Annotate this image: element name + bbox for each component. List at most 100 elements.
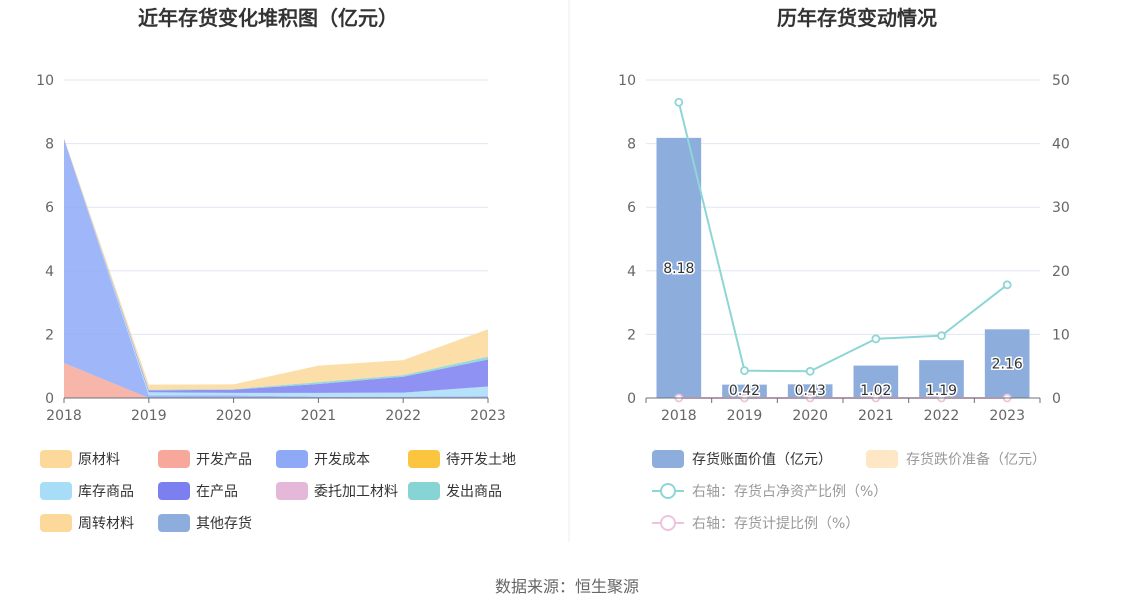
legend-item-series-3[interactable]: 待开发土地 — [408, 450, 516, 468]
legend-label: 周转材料 — [78, 516, 134, 532]
y-right-tick-label: 30 — [1052, 200, 1070, 216]
legend-item-series-7[interactable]: 发出商品 — [408, 482, 502, 500]
legend-swatch — [276, 450, 308, 468]
line-series-2 — [677, 102, 1008, 373]
y-tick-label: 10 — [36, 73, 54, 89]
y-tick-label: 0 — [45, 391, 54, 407]
stacked-area-chart-title: 近年存货变化堆积图（亿元） — [138, 6, 398, 30]
legend-swatch — [276, 482, 308, 500]
legend-label: 原材料 — [78, 452, 120, 468]
legend-label: 在产品 — [196, 484, 238, 500]
y-left-tick-label: 2 — [627, 327, 636, 343]
x-tick-label: 2018 — [46, 408, 82, 424]
legend-swatch — [40, 450, 72, 468]
bar-2021 — [853, 365, 899, 398]
legend-item-series-0[interactable]: 存货账面价值（亿元） — [652, 450, 832, 468]
line-point-series-2 — [937, 331, 946, 341]
x-tick-label: 2020 — [792, 408, 828, 424]
x-tick-label: 2023 — [470, 408, 506, 424]
bar-2019 — [722, 384, 767, 398]
x-tick-label: 2022 — [385, 408, 421, 424]
right-axes: 2018 2019 2020 2021 2022 2023 — [645, 397, 1041, 424]
legend-item-series-6[interactable]: 委托加工材料 — [276, 482, 398, 500]
bar-2018 — [656, 137, 702, 398]
right-grid: 0 2 4 6 8 10 0 10 20 30 40 50 — [618, 73, 1070, 407]
legend-swatch — [158, 514, 190, 532]
bar-value-label: 8.18 — [663, 261, 694, 277]
bar-labels: 8.18 0.42 0.43 1.02 1.19 2.16 — [662, 259, 1025, 400]
x-tick-label: 2019 — [131, 408, 167, 424]
legend-item-series-2[interactable]: 右轴：存货占净资产比例（%） — [652, 483, 887, 500]
bar-value-label: 1.02 — [860, 383, 891, 399]
legend-swatch — [40, 482, 72, 500]
legend-label: 发出商品 — [446, 484, 502, 500]
y-tick-label: 4 — [45, 264, 54, 280]
y-right-tick-label: 20 — [1052, 264, 1070, 280]
x-tick-label: 2019 — [727, 408, 763, 424]
y-right-tick-label: 50 — [1052, 73, 1070, 89]
legend-item-series-0[interactable]: 原材料 — [40, 450, 120, 468]
y-left-tick-label: 0 — [627, 391, 636, 407]
legend-item-series-1[interactable]: 存货跌价准备（亿元） — [866, 450, 1046, 468]
y-tick-label: 2 — [45, 327, 54, 343]
legend-label: 开发产品 — [196, 452, 252, 468]
area-series-2 — [64, 138, 488, 398]
legend-swatch — [408, 482, 440, 500]
y-right-tick-label: 10 — [1052, 327, 1070, 343]
legend-item-series-4[interactable]: 库存商品 — [40, 482, 134, 500]
line-point-series-2 — [805, 366, 815, 376]
right-legend[interactable]: 存货账面价值（亿元） 存货跌价准备（亿元） 右轴：存货占净资产比例（%） 右轴：存货计… — [652, 450, 1046, 532]
legend-item-series-9[interactable]: 其他存货 — [158, 514, 252, 532]
legend-marker — [660, 483, 676, 499]
legend-label: 其他存货 — [196, 515, 252, 532]
area-series-8 — [64, 137, 488, 390]
area-series-1 — [64, 363, 488, 398]
bar-value-label: 1.19 — [926, 383, 957, 399]
legend-item-series-1[interactable]: 开发产品 — [158, 450, 252, 468]
legend-item-series-5[interactable]: 在产品 — [158, 482, 238, 500]
legend-swatch — [652, 450, 684, 468]
line-point-series-2 — [1002, 280, 1012, 290]
legend-item-series-2[interactable]: 开发成本 — [276, 450, 370, 468]
y-left-tick-label: 8 — [627, 137, 636, 153]
legend-label: 存货跌价准备（亿元） — [906, 451, 1046, 468]
line-point-series-2 — [740, 366, 749, 376]
legend-label: 库存商品 — [78, 484, 134, 500]
y-left-tick-label: 10 — [618, 73, 636, 89]
x-tick-label: 2018 — [661, 408, 697, 424]
legend-swatch — [40, 514, 72, 532]
line-point-series-2 — [871, 334, 881, 344]
bars — [656, 137, 1030, 398]
lines — [674, 97, 1012, 403]
inventory-combo-chart: 历年存货变动情况 0 2 4 6 8 10 0 10 20 30 40 50 8.18 0.42 0.43… — [618, 6, 1070, 532]
bar-2023 — [984, 329, 1030, 398]
legend-label: 开发成本 — [314, 452, 370, 468]
legend-swatch — [866, 450, 898, 468]
y-left-tick-label: 6 — [627, 200, 636, 216]
data-source-text: 数据来源：恒生聚源 — [495, 577, 639, 596]
legend-label: 委托加工材料 — [314, 484, 398, 500]
y-right-tick-label: 0 — [1052, 391, 1061, 407]
legend-label: 右轴：存货计提比例（%） — [692, 515, 859, 532]
x-tick-label: 2021 — [858, 408, 894, 424]
legend-marker — [660, 515, 676, 531]
y-tick-label: 6 — [45, 200, 54, 216]
x-tick-label: 2021 — [301, 408, 337, 424]
line-point-series-2 — [674, 97, 684, 107]
x-tick-label: 2022 — [924, 408, 960, 424]
bar-2022 — [919, 360, 964, 398]
left-axes: 2018 2019 2020 2021 2022 2023 — [46, 397, 506, 424]
x-tick-label: 2020 — [216, 408, 252, 424]
legend-swatch — [158, 482, 190, 500]
bar-2020 — [787, 384, 833, 398]
legend-label: 存货账面价值（亿元） — [692, 451, 832, 468]
legend-item-series-3[interactable]: 右轴：存货计提比例（%） — [652, 515, 859, 532]
y-left-tick-label: 4 — [627, 264, 636, 280]
y-tick-label: 8 — [45, 137, 54, 153]
stacked-areas — [64, 137, 488, 398]
legend-swatch — [408, 450, 440, 468]
legend-item-series-8[interactable]: 周转材料 — [40, 514, 134, 532]
